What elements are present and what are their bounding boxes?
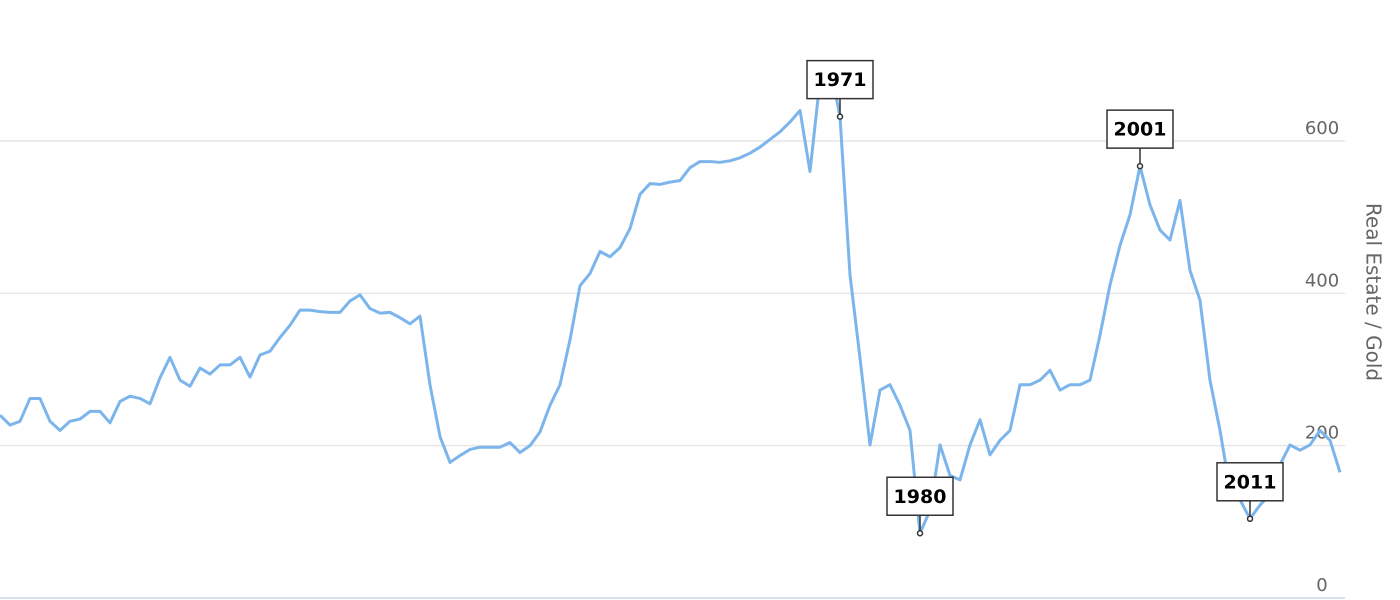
annotation-box (806, 59, 874, 100)
annotation-point (1136, 162, 1144, 170)
annotation-label: 1980 (894, 486, 947, 508)
annotation-label: 2001 (1114, 119, 1167, 141)
annotation-box (1216, 462, 1284, 502)
annotation-point (916, 530, 924, 537)
annotation-label: 2011 (1224, 471, 1277, 493)
y-tick-label: 0 (1316, 575, 1327, 596)
annotation-box (886, 476, 954, 517)
line-series (0, 63, 1342, 535)
annotation-box (1106, 109, 1174, 149)
y-tick-label: 600 (1305, 118, 1339, 139)
annotation-point (836, 113, 844, 120)
y-axis-title: Real Estate / Gold (1362, 203, 1386, 381)
annotation-label: 1971 (814, 69, 867, 91)
y-tick-label: 400 (1305, 270, 1339, 291)
annotation-point (1246, 515, 1254, 523)
